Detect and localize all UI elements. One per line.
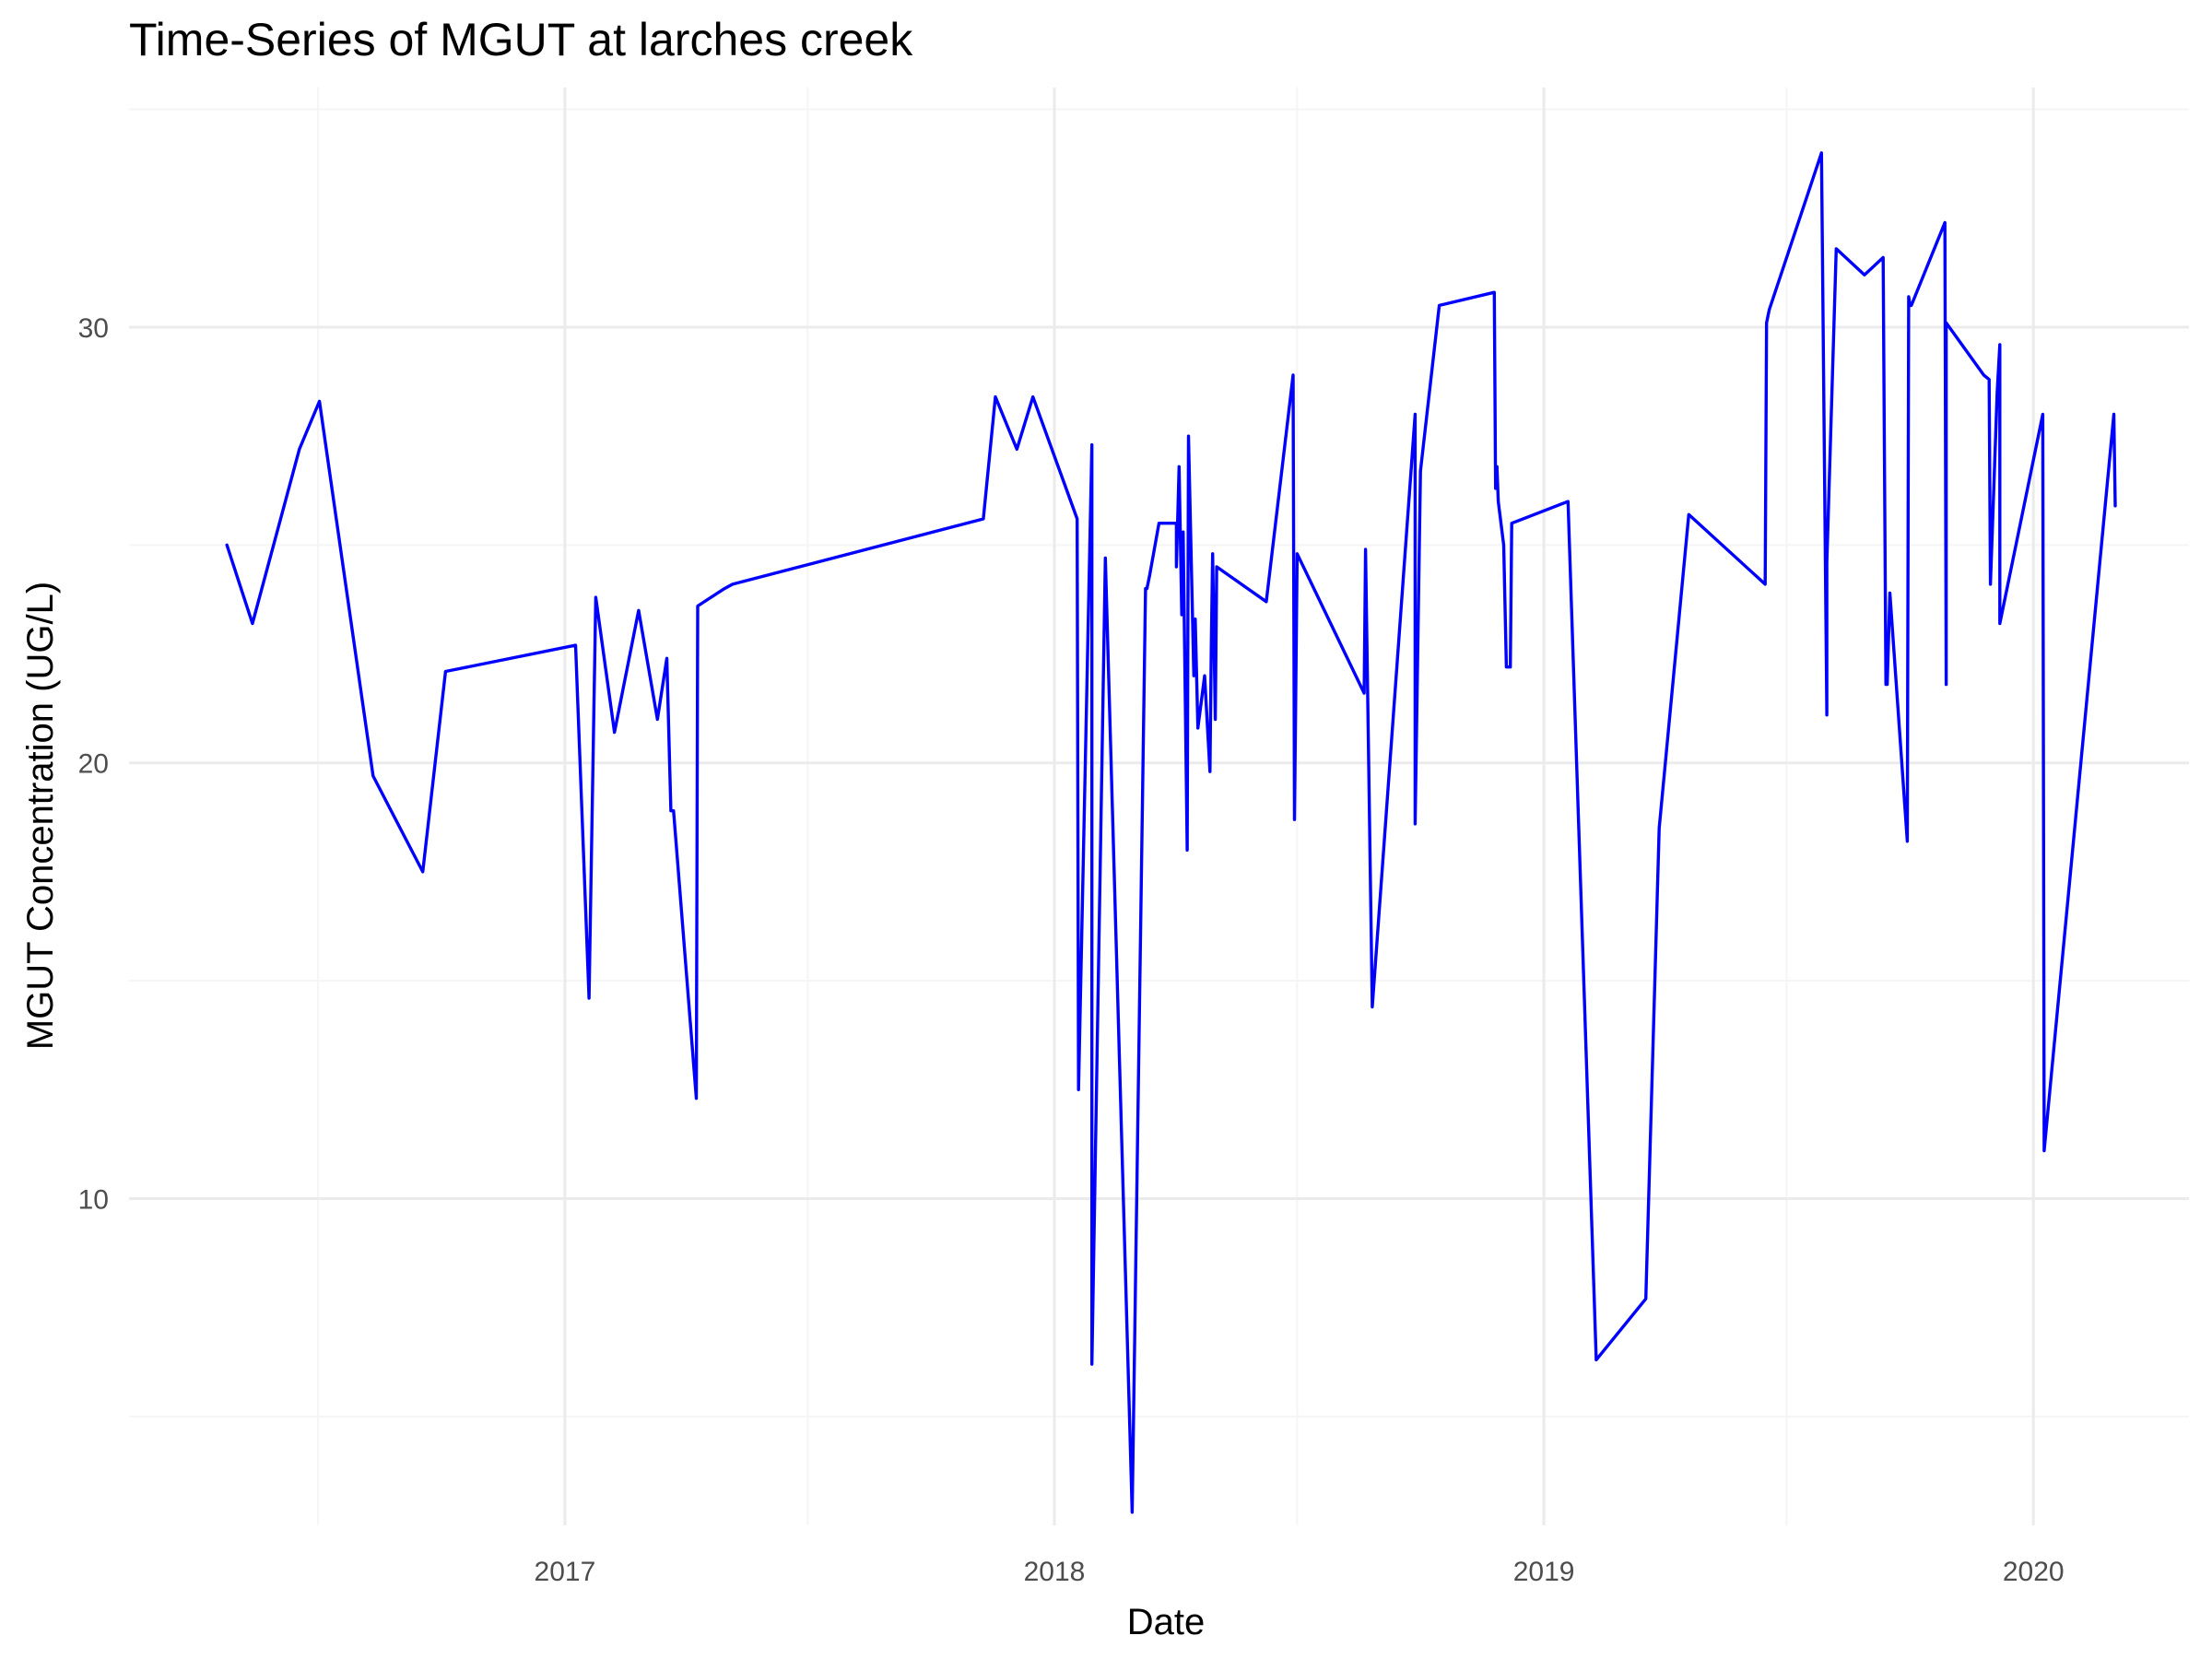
x-tick-label: 2019 — [1513, 1557, 1575, 1587]
y-tick-label: 20 — [78, 749, 109, 780]
x-tick-labels: 2017 2018 2019 2020 — [535, 1557, 2065, 1587]
series-layer — [225, 151, 2117, 1514]
x-tick-label: 2018 — [1024, 1557, 1086, 1587]
series-line — [225, 151, 2117, 1514]
x-tick-label: 2020 — [2003, 1557, 2065, 1587]
minor-gridlines — [129, 88, 2189, 1525]
chart-title: Time-Series of MGUT at larches creek — [129, 14, 913, 65]
y-tick-labels: 10 20 30 — [78, 313, 109, 1215]
y-axis-title: MGUT Concentration (UG/L) — [20, 582, 61, 1050]
x-axis-title: Date — [1127, 1602, 1206, 1642]
y-tick-label: 30 — [78, 313, 109, 344]
y-tick-label: 10 — [78, 1184, 109, 1215]
x-tick-label: 2017 — [535, 1557, 596, 1587]
major-gridlines — [129, 88, 2189, 1525]
